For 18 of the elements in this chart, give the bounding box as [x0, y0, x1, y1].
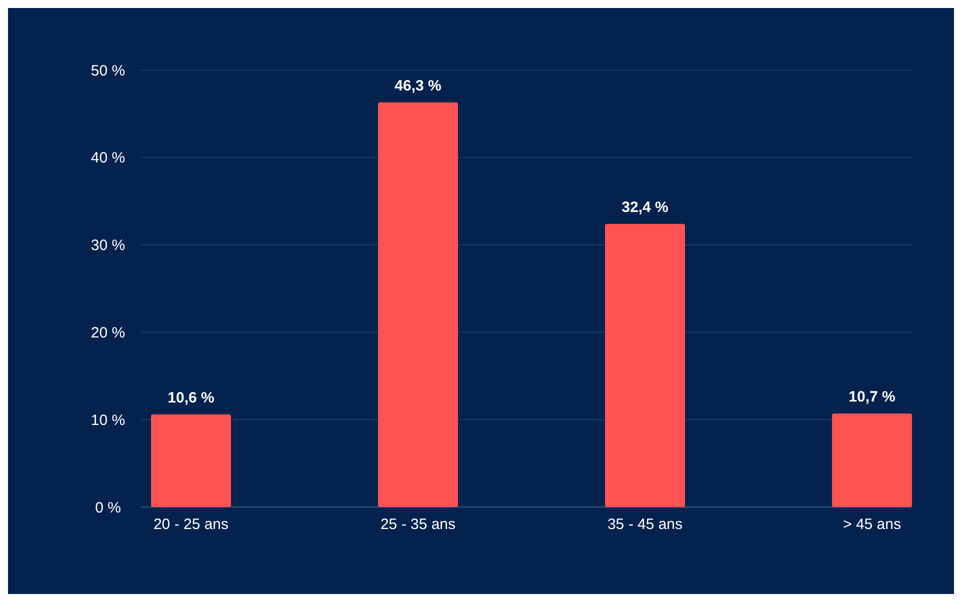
y-tick-label: 0 %: [95, 499, 121, 516]
y-tick-label: 30 %: [90, 237, 126, 254]
data-label: 10,7 %: [848, 388, 896, 406]
data-label: 10,6 %: [168, 389, 214, 406]
x-tick-label: 20 - 25 ans: [153, 516, 229, 533]
bar: [605, 224, 685, 507]
data-label: 46,3 %: [394, 77, 442, 94]
x-tick-label: 35 - 45 ans: [607, 516, 683, 533]
y-tick-label: 10 %: [90, 412, 126, 429]
y-tick-label: 40 %: [90, 150, 126, 167]
x-tick-label: 25 - 35 ans: [380, 516, 456, 533]
bar: [151, 414, 231, 507]
x-tick-label: > 45 ans: [843, 516, 901, 533]
bar: [378, 102, 458, 507]
data-label: 32,4 %: [622, 198, 668, 216]
bar: [832, 413, 912, 507]
y-tick-label: 50 %: [90, 62, 126, 80]
y-tick-label: 20 %: [90, 324, 126, 342]
